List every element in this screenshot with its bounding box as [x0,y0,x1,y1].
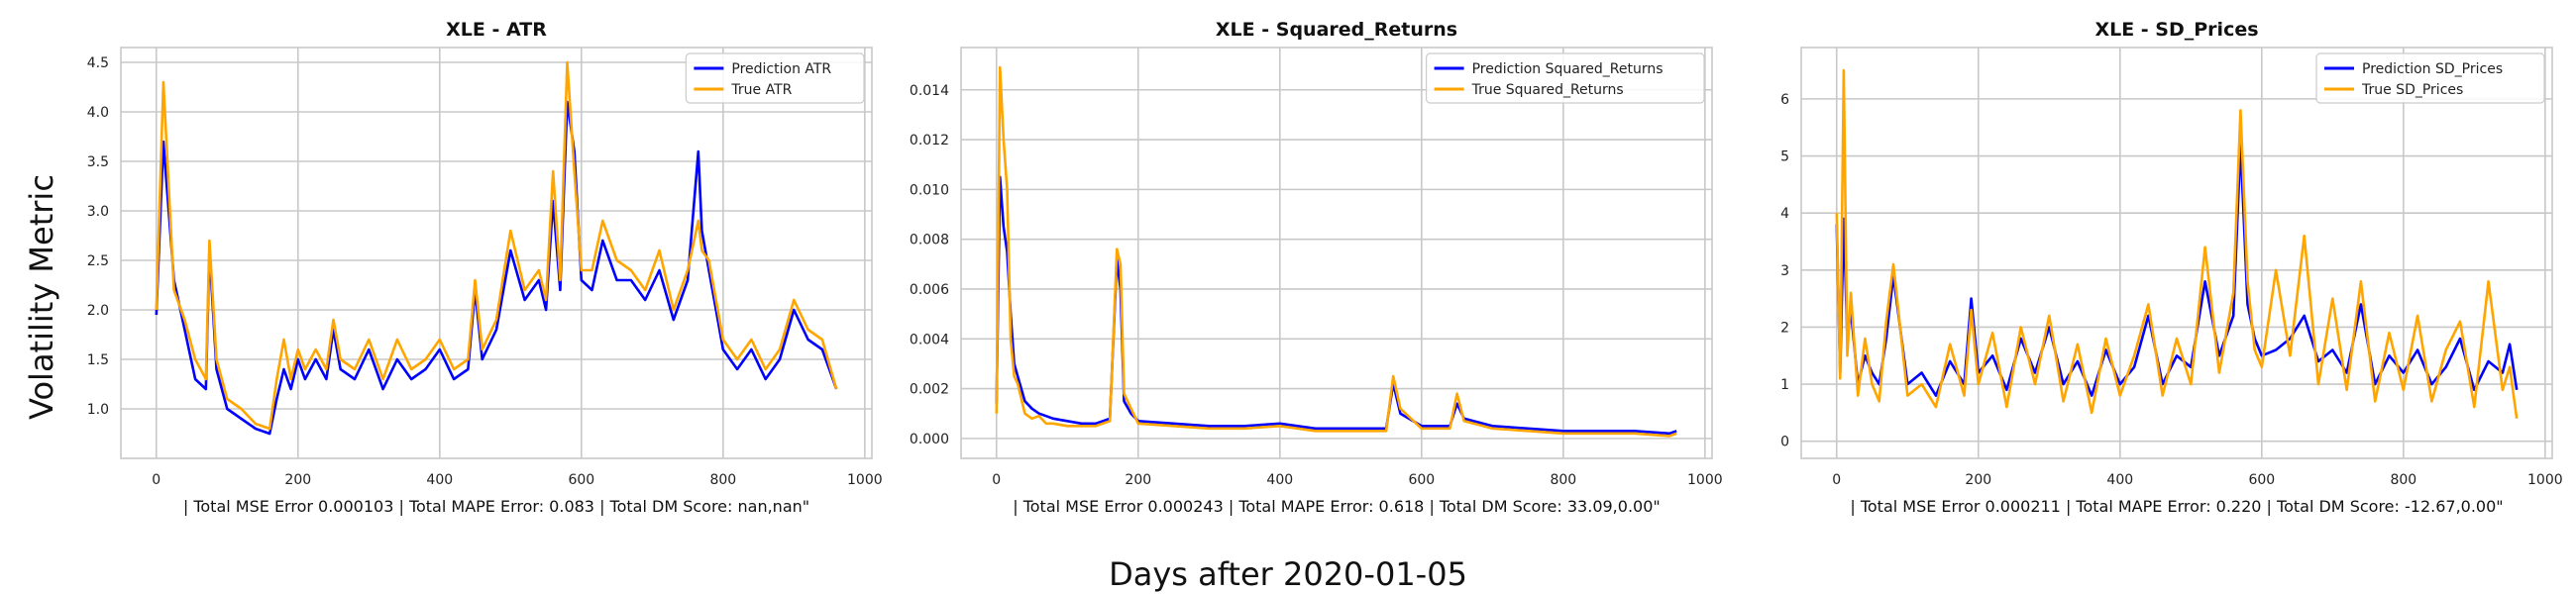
series-line-true [1835,68,2519,419]
x-axis-label: | Total MSE Error 0.000211 | Total MAPE … [1850,497,2503,516]
chart-title: XLE - ATR [446,19,547,41]
legend-entry: Prediction SD_Prices [2362,61,2503,77]
y-tick-label: 4 [1780,206,1789,222]
y-tick-label: 3.0 [87,204,109,220]
y-tick-label: 2.5 [87,253,109,269]
axes-frame [1800,47,2553,459]
figure-x-label: Days after 2020-01-05 [1109,555,1467,593]
x-tick-label: 400 [426,472,453,488]
y-tick-label: 0.008 [910,233,949,248]
x-tick-label: 0 [1832,472,1841,488]
x-tick-label: 400 [2106,472,2133,488]
x-tick-label: 0 [152,472,161,488]
y-tick-label: 0.012 [910,133,949,148]
x-tick-label: 600 [2248,472,2275,488]
axes-frame [120,47,873,459]
y-tick-label: 4.5 [87,55,109,71]
y-tick-label: 1.5 [87,352,109,368]
legend-entry: True Squared_Returns [1471,82,1624,98]
axes-frame [960,47,1713,459]
figure-y-label: Volatility Metric [23,174,60,420]
chart-title: XLE - SD_Prices [2094,19,2258,41]
x-tick-label: 200 [1125,472,1151,488]
x-tick-label: 0 [992,472,1001,488]
chart-title: XLE - Squared_Returns [1216,19,1457,41]
x-tick-label: 800 [2390,472,2416,488]
legend-entry: Prediction ATR [731,61,831,77]
y-tick-label: 3.5 [87,154,109,170]
series-line-prediction [995,175,1677,436]
legend: Prediction Squared_Returns True Squared_R… [1425,52,1705,104]
y-tick-label: 0.004 [910,332,949,347]
legend-entry: True ATR [730,82,792,98]
x-axis-label: | Total MSE Error 0.000243 | Total MAPE … [1013,497,1661,516]
series-line-prediction [155,100,838,436]
legend-box [1425,52,1705,104]
legend-entry: True SD_Prices [2361,82,2463,98]
y-tick-label: 1.0 [87,402,109,418]
y-tick-label: 4.0 [87,105,109,121]
y-tick-label: 0.006 [910,282,949,298]
series-line-true [155,60,838,431]
legend: Prediction ATR True ATR [685,52,865,104]
chart-panel-3: 0 200 400 600 800 1000 0 1 2 3 4 5 6 XLE - SD_Prices |… [1780,19,2563,516]
y-tick-label: 3 [1780,263,1789,279]
chart-panel-1: 0 200 400 600 800 1000 1.0 1.5 2.0 2.5 3.0 3.5 4.0 4.… [87,19,883,516]
chart-panel-2: 0 200 400 600 800 1000 0.000 0.002 0.004 0.006 0.0… [910,19,1723,516]
x-tick-label: 600 [1408,472,1435,488]
x-tick-label: 800 [1550,472,1576,488]
y-tick-label: 0.010 [910,182,949,198]
x-tick-label: 200 [1965,472,1991,488]
series-line-true [995,65,1677,438]
y-tick-label: 6 [1780,92,1789,108]
y-tick-label: 0.014 [910,83,949,99]
y-tick-label: 2 [1780,320,1789,336]
y-tick-label: 0.002 [910,382,949,398]
x-tick-label: 1000 [1687,472,1723,488]
y-tick-label: 2.0 [87,303,109,319]
y-tick-label: 0 [1780,435,1789,450]
x-axis-label: | Total MSE Error 0.000103 | Total MAPE … [183,497,809,516]
legend-box [685,52,865,104]
y-tick-label: 1 [1780,377,1789,393]
x-tick-label: 400 [1266,472,1293,488]
y-tick-label: 0.000 [910,432,949,447]
x-tick-label: 200 [284,472,311,488]
legend-entry: Prediction Squared_Returns [1472,61,1664,77]
x-tick-label: 1000 [2527,472,2563,488]
x-tick-label: 1000 [847,472,883,488]
legend: Prediction SD_Prices True SD_Prices [2315,52,2545,104]
series-line-prediction [1835,143,2519,397]
x-tick-label: 800 [709,472,736,488]
x-tick-label: 600 [568,472,594,488]
legend-box [2315,52,2545,104]
y-tick-label: 5 [1780,149,1789,165]
